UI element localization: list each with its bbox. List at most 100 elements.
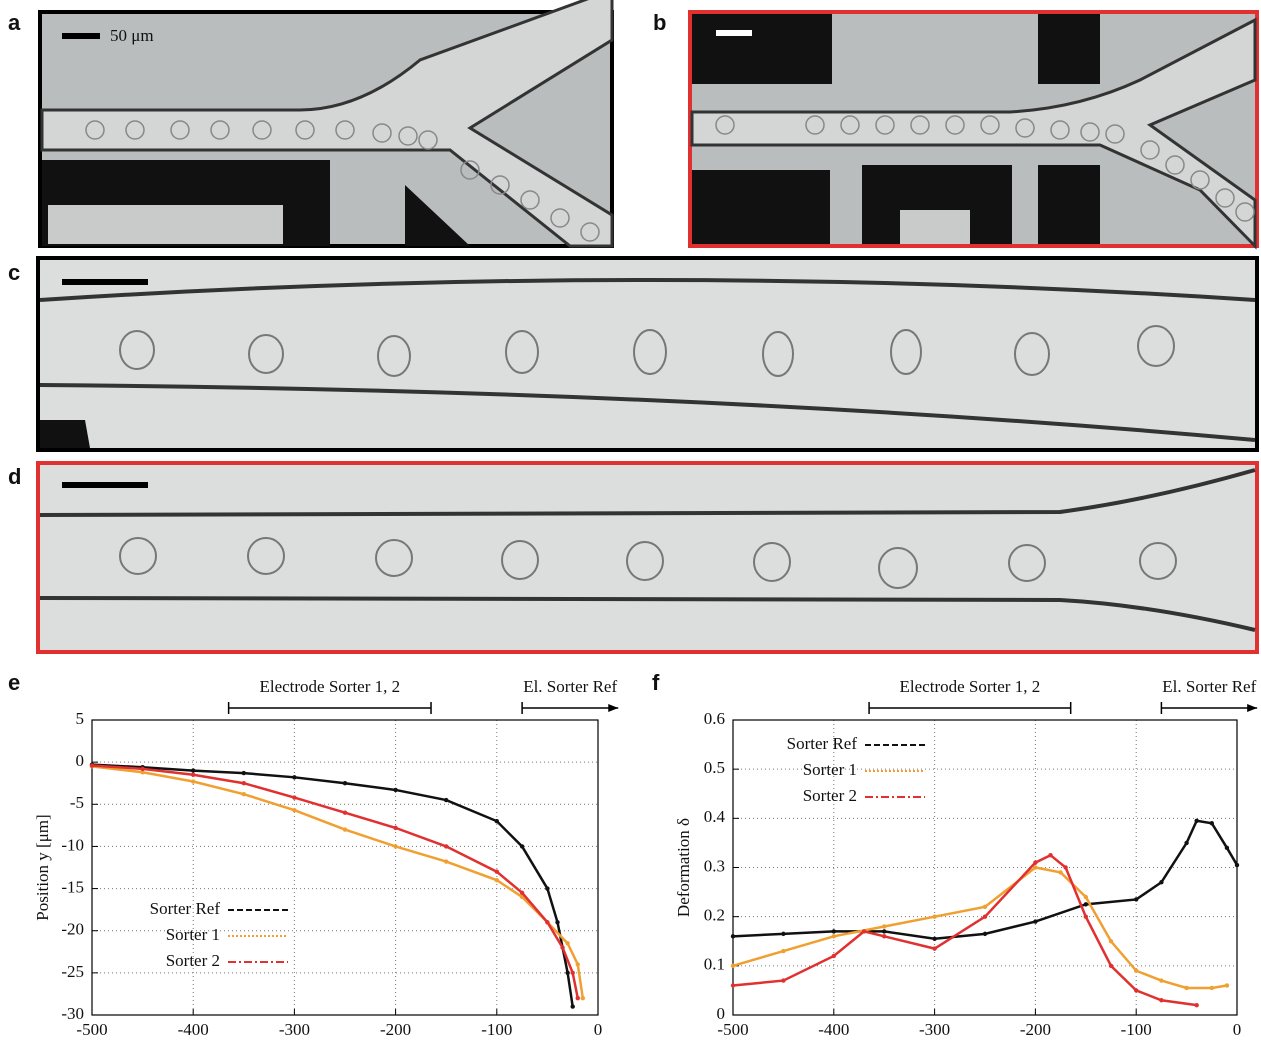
legend-label: Sorter 1 [166, 925, 220, 944]
data-point [555, 920, 560, 925]
x-tick-label: -200 [1020, 1020, 1051, 1039]
data-point [560, 945, 565, 950]
y-tick-label: 5 [76, 709, 85, 728]
data-point [1134, 897, 1139, 902]
data-point [1108, 939, 1114, 944]
data-point [882, 924, 887, 929]
data-point [575, 962, 580, 967]
x-axis-label: Position x [μm] [292, 1040, 398, 1043]
y-tick-label: 0.4 [704, 807, 726, 826]
data-point [1033, 919, 1038, 924]
data-point [191, 768, 196, 773]
data-point [1234, 862, 1240, 868]
data-point [1134, 968, 1139, 973]
data-point [1048, 853, 1053, 858]
data-point [545, 920, 550, 925]
data-point [575, 995, 580, 1001]
data-point [241, 791, 246, 797]
data-point [1224, 983, 1230, 988]
data-point [882, 929, 887, 934]
y-tick-label: 0 [717, 1004, 726, 1023]
data-point [393, 844, 398, 849]
data-point [342, 810, 348, 815]
data-point [730, 983, 736, 988]
data-point [342, 827, 348, 832]
data-point [444, 859, 449, 864]
data-point [1083, 902, 1089, 907]
panel-label: d [8, 464, 21, 489]
data-point [1194, 818, 1199, 823]
data-point [140, 766, 145, 772]
data-point [861, 929, 867, 934]
data-point [545, 886, 550, 891]
x-tick-label: -400 [178, 1020, 209, 1039]
x-tick-label: 0 [1233, 1020, 1242, 1039]
data-point [730, 963, 736, 969]
x-tick-label: -100 [481, 1020, 512, 1039]
y-tick-label: 0.5 [704, 758, 725, 777]
data-point [565, 941, 570, 946]
data-point [781, 948, 786, 954]
x-tick-label: -500 [76, 1020, 107, 1039]
data-point [1083, 894, 1089, 900]
series-line [732, 853, 1197, 1007]
data-point [1209, 821, 1215, 826]
data-point [1033, 865, 1038, 870]
y-tick-label: -15 [61, 877, 84, 896]
data-point [1063, 865, 1068, 870]
data-point [292, 795, 297, 800]
data-point [444, 844, 449, 849]
data-point [570, 1004, 575, 1009]
data-point [982, 914, 988, 919]
data-point [730, 934, 736, 939]
data-point [831, 929, 836, 934]
data-point [580, 995, 586, 1001]
legend-label: Sorter 2 [166, 951, 220, 970]
data-point [1184, 985, 1189, 991]
micrograph-d [36, 461, 1259, 654]
x-tick-label: -300 [919, 1020, 950, 1039]
annotation-arrow [608, 704, 619, 712]
data-point [519, 844, 525, 849]
data-point [1209, 985, 1215, 991]
panel-label: c [8, 260, 20, 285]
x-axis-label: Position x [μm] [932, 1040, 1038, 1043]
data-point [241, 770, 246, 776]
data-point [781, 978, 786, 983]
data-point [191, 772, 196, 777]
data-point [1083, 914, 1089, 919]
y-tick-label: 0.3 [704, 856, 725, 875]
plot-frame [91, 719, 599, 1016]
panel-label: f [652, 670, 660, 695]
data-point [932, 914, 937, 919]
data-point [781, 931, 786, 937]
data-point [1108, 963, 1114, 969]
panel-label: a [8, 10, 21, 35]
y-tick-label: -30 [61, 1004, 84, 1023]
micrograph-b [688, 10, 1259, 250]
data-point [1194, 1002, 1199, 1008]
series-line [732, 819, 1239, 941]
y-tick-label: 0.6 [704, 709, 725, 728]
data-point [831, 934, 836, 939]
data-point [1159, 880, 1164, 885]
data-point [241, 781, 246, 786]
data-point [1033, 860, 1038, 865]
data-point [1159, 978, 1164, 983]
y-tick-label: 0.2 [704, 906, 725, 925]
x-tick-label: -400 [818, 1020, 849, 1039]
y-axis-label: Position y [μm] [33, 814, 52, 920]
data-point [393, 825, 398, 831]
x-tick-label: -500 [717, 1020, 748, 1039]
y-tick-label: -25 [61, 962, 84, 981]
panel-label: b [653, 10, 666, 35]
data-point [932, 936, 937, 941]
data-point [292, 775, 297, 780]
annotation: El. Sorter Ref [523, 677, 617, 696]
annotation-arrow [1247, 704, 1258, 712]
data-point [932, 946, 937, 951]
y-tick-label: 0.1 [704, 955, 725, 974]
micrograph-a: 50 μm [38, 0, 614, 248]
data-point [494, 869, 499, 874]
